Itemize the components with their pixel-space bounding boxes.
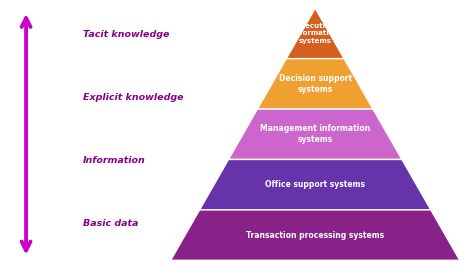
Text: Information: Information xyxy=(83,156,146,165)
Text: Decision support
systems: Decision support systems xyxy=(279,74,352,94)
Polygon shape xyxy=(286,8,344,59)
Polygon shape xyxy=(171,210,460,260)
Text: Tacit knowledge: Tacit knowledge xyxy=(83,30,169,39)
Text: Office support systems: Office support systems xyxy=(265,180,365,189)
Polygon shape xyxy=(200,159,431,210)
Text: Explicit knowledge: Explicit knowledge xyxy=(83,93,183,102)
Text: Transaction processing systems: Transaction processing systems xyxy=(246,231,384,239)
Text: Executive
information
systems: Executive information systems xyxy=(292,23,338,44)
Polygon shape xyxy=(228,109,402,159)
Polygon shape xyxy=(257,59,373,109)
Text: Management information
systems: Management information systems xyxy=(260,124,370,144)
Text: Basic data: Basic data xyxy=(83,219,138,228)
